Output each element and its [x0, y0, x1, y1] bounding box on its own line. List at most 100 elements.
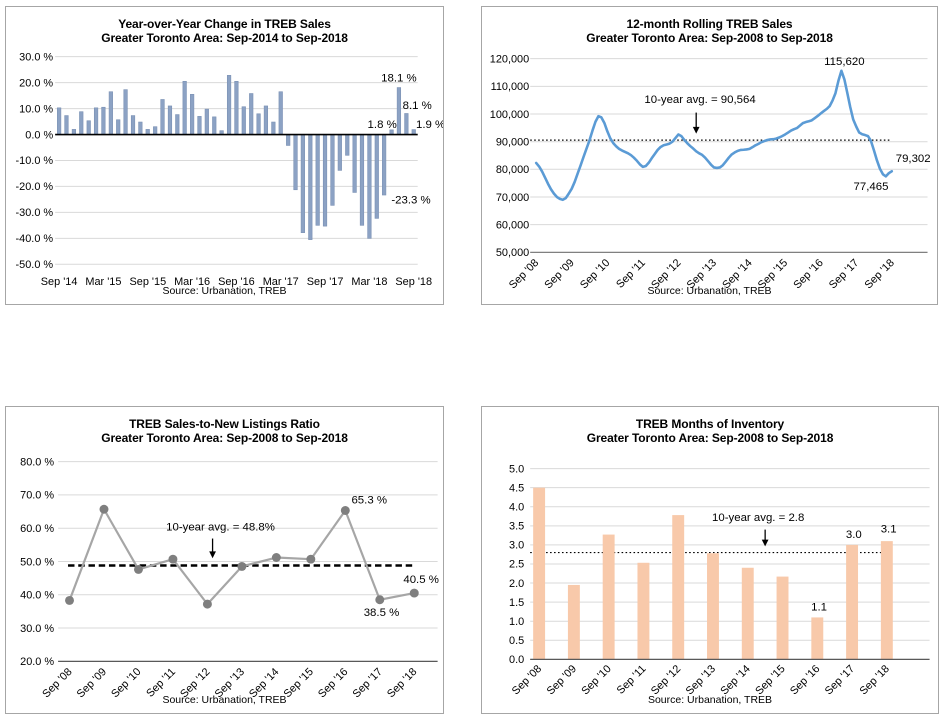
- data-point: [237, 561, 247, 571]
- y-tick-label: 4.5: [509, 482, 524, 494]
- annotation-arrowhead: [209, 551, 216, 559]
- annotation-label: 10-year avg. = 90,564: [644, 94, 756, 106]
- bar: [271, 121, 276, 135]
- yoy-treb-sales-bar-chart: 30.0 % 20.0 % 10.0 % 0.0 % -10.0 % -20.0 % -30…: [16, 51, 443, 288]
- bar: [880, 541, 893, 660]
- bar: [741, 567, 754, 660]
- y-tick-label: 0.0: [509, 654, 524, 666]
- x-tick-label: Sep '14: [41, 276, 78, 288]
- y-tick-label: -10.0 %: [16, 155, 54, 167]
- bar: [637, 562, 650, 660]
- x-tick-label: Mar '16: [174, 276, 210, 288]
- y-tick-label: 60,000: [496, 219, 529, 231]
- bar: [57, 107, 62, 135]
- annotation-label: -23.3 %: [391, 194, 430, 206]
- annotation-label: 40.5 %: [403, 574, 439, 586]
- chart-panel-yoy-treb-sales: 30.0 % 20.0 % 10.0 % 0.0 % -10.0 % -20.0 % -30…: [5, 6, 444, 305]
- y-tick-label: 0.5: [509, 635, 524, 647]
- bar: [197, 116, 202, 135]
- x-tick-label: Sep '18: [395, 276, 432, 288]
- chart-subtitle: Greater Toronto Area: Sep-2008 to Sep-20…: [586, 431, 834, 445]
- bar: [396, 87, 402, 135]
- bar: [367, 134, 372, 239]
- y-tick-label: 3.0: [509, 540, 524, 552]
- annotation-label: 115,620: [824, 56, 864, 68]
- y-tick-label: -50.0 %: [16, 259, 54, 271]
- annotation-label: 3.1: [881, 523, 897, 535]
- annotation-arrowhead: [761, 539, 769, 547]
- chart-panel-months-of-inventory: 5.0 4.5 4.0 3.5 3.0 2.5 2.0 1.5 1.0 0.5 0.0 Sep '08…: [481, 406, 939, 714]
- bar: [263, 105, 269, 135]
- bar: [278, 91, 283, 135]
- x-tick-label: Sep '12: [649, 663, 683, 697]
- annotation-label: 10-year avg. = 48.8%: [166, 521, 275, 533]
- x-tick-label: Sep '16: [218, 276, 255, 288]
- chart-source: Source: Urbanation, TREB: [647, 285, 772, 297]
- y-tick-label: 110,000: [491, 81, 530, 93]
- y-tick-label: 1.0: [509, 616, 524, 628]
- annotation-label: 1.9 %: [416, 119, 443, 131]
- bar: [64, 115, 69, 135]
- data-point: [202, 599, 212, 609]
- bar: [153, 126, 158, 135]
- x-tick-label: Sep '13: [684, 663, 718, 697]
- bar: [533, 487, 546, 660]
- bar: [322, 134, 328, 227]
- y-tick-label: 10.0 %: [19, 103, 53, 115]
- data-point: [375, 595, 385, 605]
- data-point: [340, 506, 350, 515]
- bar: [130, 115, 136, 135]
- bar: [672, 515, 685, 660]
- chart-source: Source: Urbanation, TREB: [162, 285, 287, 297]
- sales-to-new-listings-line-chart: 80.0 % 70.0 % 60.0 % 50.0 % 40.0 % 30.0 % 20.0…: [20, 456, 439, 700]
- bar: [241, 106, 246, 135]
- annotation-label: 18.1 %: [381, 73, 417, 85]
- bar: [315, 134, 320, 226]
- x-tick-label: Sep '15: [129, 276, 166, 288]
- y-tick-label: 2.5: [509, 559, 524, 571]
- bar: [404, 113, 409, 135]
- chart-title: TREB Sales-to-New Listings Ratio: [129, 417, 320, 431]
- data-point: [99, 504, 109, 514]
- bar: [79, 111, 84, 135]
- bar: [167, 105, 173, 135]
- y-tick-label: 2.0: [509, 578, 524, 590]
- bar: [190, 94, 195, 135]
- chart-panel-sales-to-new-listings: 80.0 % 70.0 % 60.0 % 50.0 % 40.0 % 30.0 % 20.0…: [5, 406, 444, 714]
- annotation-label: 65.3 %: [351, 495, 387, 507]
- y-tick-label: 30.0 %: [19, 51, 53, 63]
- x-tick-label: Sep '14: [718, 663, 752, 697]
- annotation-label: 3.0: [846, 529, 862, 541]
- bar: [160, 99, 165, 135]
- x-tick-label: Sep '18: [858, 663, 892, 697]
- bar: [234, 81, 239, 135]
- yoy-plot-area: 30.0 % 20.0 % 10.0 % 0.0 % -10.0 % -20.0 % -30…: [16, 51, 443, 288]
- bar: [182, 81, 187, 135]
- bar: [256, 113, 261, 135]
- annotation-label: 77,465: [854, 181, 889, 193]
- chart-source: Source: Urbanation, TREB: [162, 694, 287, 706]
- chart-title: 12-month Rolling TREB Sales: [626, 17, 793, 31]
- bar: [175, 114, 180, 135]
- chart-title: TREB Months of Inventory: [635, 417, 785, 431]
- bar: [811, 617, 824, 660]
- y-tick-label: 50,000: [496, 247, 529, 259]
- data-point: [306, 554, 316, 564]
- bar: [359, 134, 365, 226]
- chart-panel-rolling-treb-sales: 120,000 110,000 100,000 90,000 80,000 70,000 6…: [481, 6, 938, 305]
- x-tick-label: Mar '18: [351, 276, 387, 288]
- snlr-plot-area: 80.0 % 70.0 % 60.0 % 50.0 % 40.0 % 30.0 % 20.0…: [20, 456, 439, 700]
- data-point: [65, 595, 74, 605]
- bar: [93, 107, 99, 135]
- x-tick-label: Sep '17: [823, 663, 857, 697]
- bar: [116, 119, 121, 135]
- y-tick-label: 80,000: [496, 164, 529, 176]
- bar: [352, 134, 357, 193]
- chart-header: TREB Months of Inventory Greater Toronto…: [482, 417, 938, 445]
- y-tick-label: -40.0 %: [16, 233, 54, 245]
- annotation-label: 10-year avg. = 2.8: [712, 512, 804, 524]
- x-tick-label: Sep '08: [510, 663, 544, 697]
- x-tick-label: Sep '11: [615, 663, 649, 697]
- rolling-plot-area: 120,000 110,000 100,000 90,000 80,000 70,000 6…: [490, 53, 931, 291]
- annotation-label: 1.1: [811, 601, 827, 613]
